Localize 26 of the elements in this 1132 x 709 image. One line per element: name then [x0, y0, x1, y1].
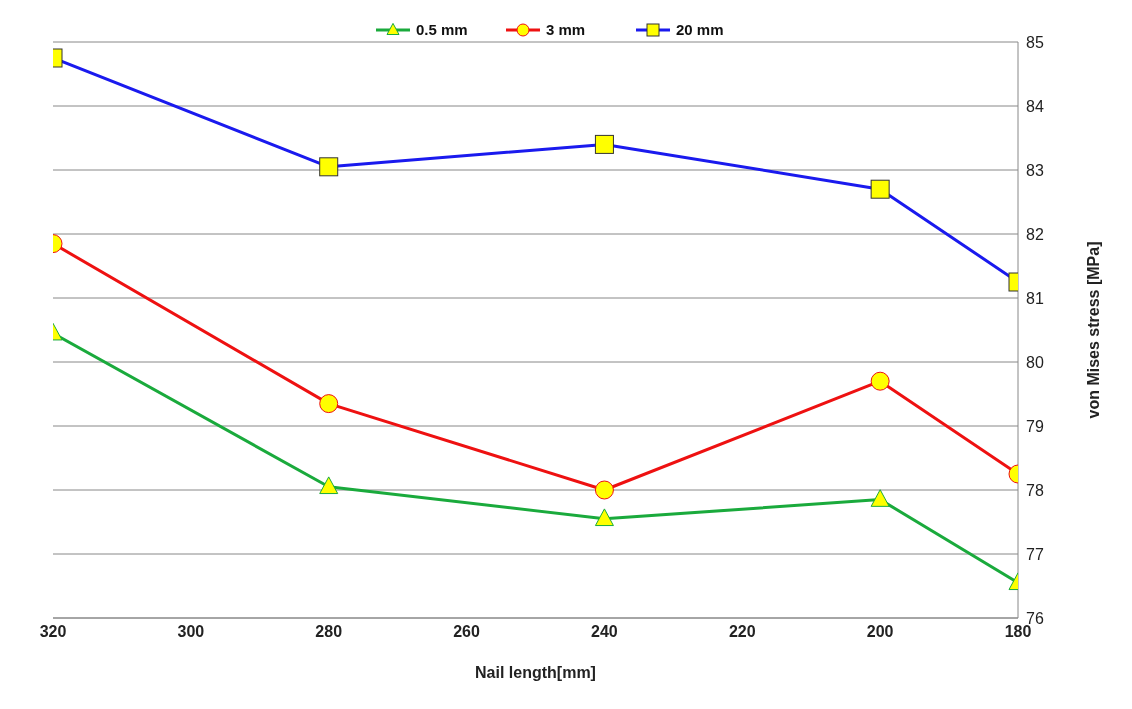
x-tick-label: 220 — [728, 623, 756, 641]
x-tick-label: 260 — [453, 623, 481, 641]
y-tick-label: 78 — [1026, 481, 1044, 499]
y-tick-label: 79 — [1026, 417, 1044, 435]
point — [319, 476, 339, 495]
legend-label: 3 mm — [545, 21, 585, 38]
x-tick-label: 280 — [315, 623, 343, 641]
y-tick-label: 82 — [1026, 225, 1044, 243]
point — [594, 508, 614, 527]
x-axis-title: Nail length[mm] — [475, 664, 596, 681]
y-tick-label: 77 — [1026, 545, 1044, 563]
y-tick-label: 81 — [1026, 289, 1044, 307]
y-tick-label: 85 — [1026, 33, 1044, 51]
y-tick-label: 84 — [1026, 97, 1044, 115]
point — [594, 480, 614, 500]
y-axis-title: von Mises stress [MPa] — [1084, 241, 1102, 419]
legend-label: 20 mm — [675, 21, 724, 38]
y-tick-label: 83 — [1026, 161, 1044, 179]
x-tick-label: 180 — [1004, 623, 1032, 641]
y-tick-label: 80 — [1026, 353, 1044, 371]
x-tick-label: 240 — [591, 623, 618, 641]
x-tick-label: 200 — [866, 623, 894, 641]
x-tick-label: 320 — [39, 623, 67, 641]
x-tick-label: 300 — [177, 623, 205, 641]
point — [319, 394, 339, 414]
legend-label: 0.5 mm — [415, 21, 468, 38]
